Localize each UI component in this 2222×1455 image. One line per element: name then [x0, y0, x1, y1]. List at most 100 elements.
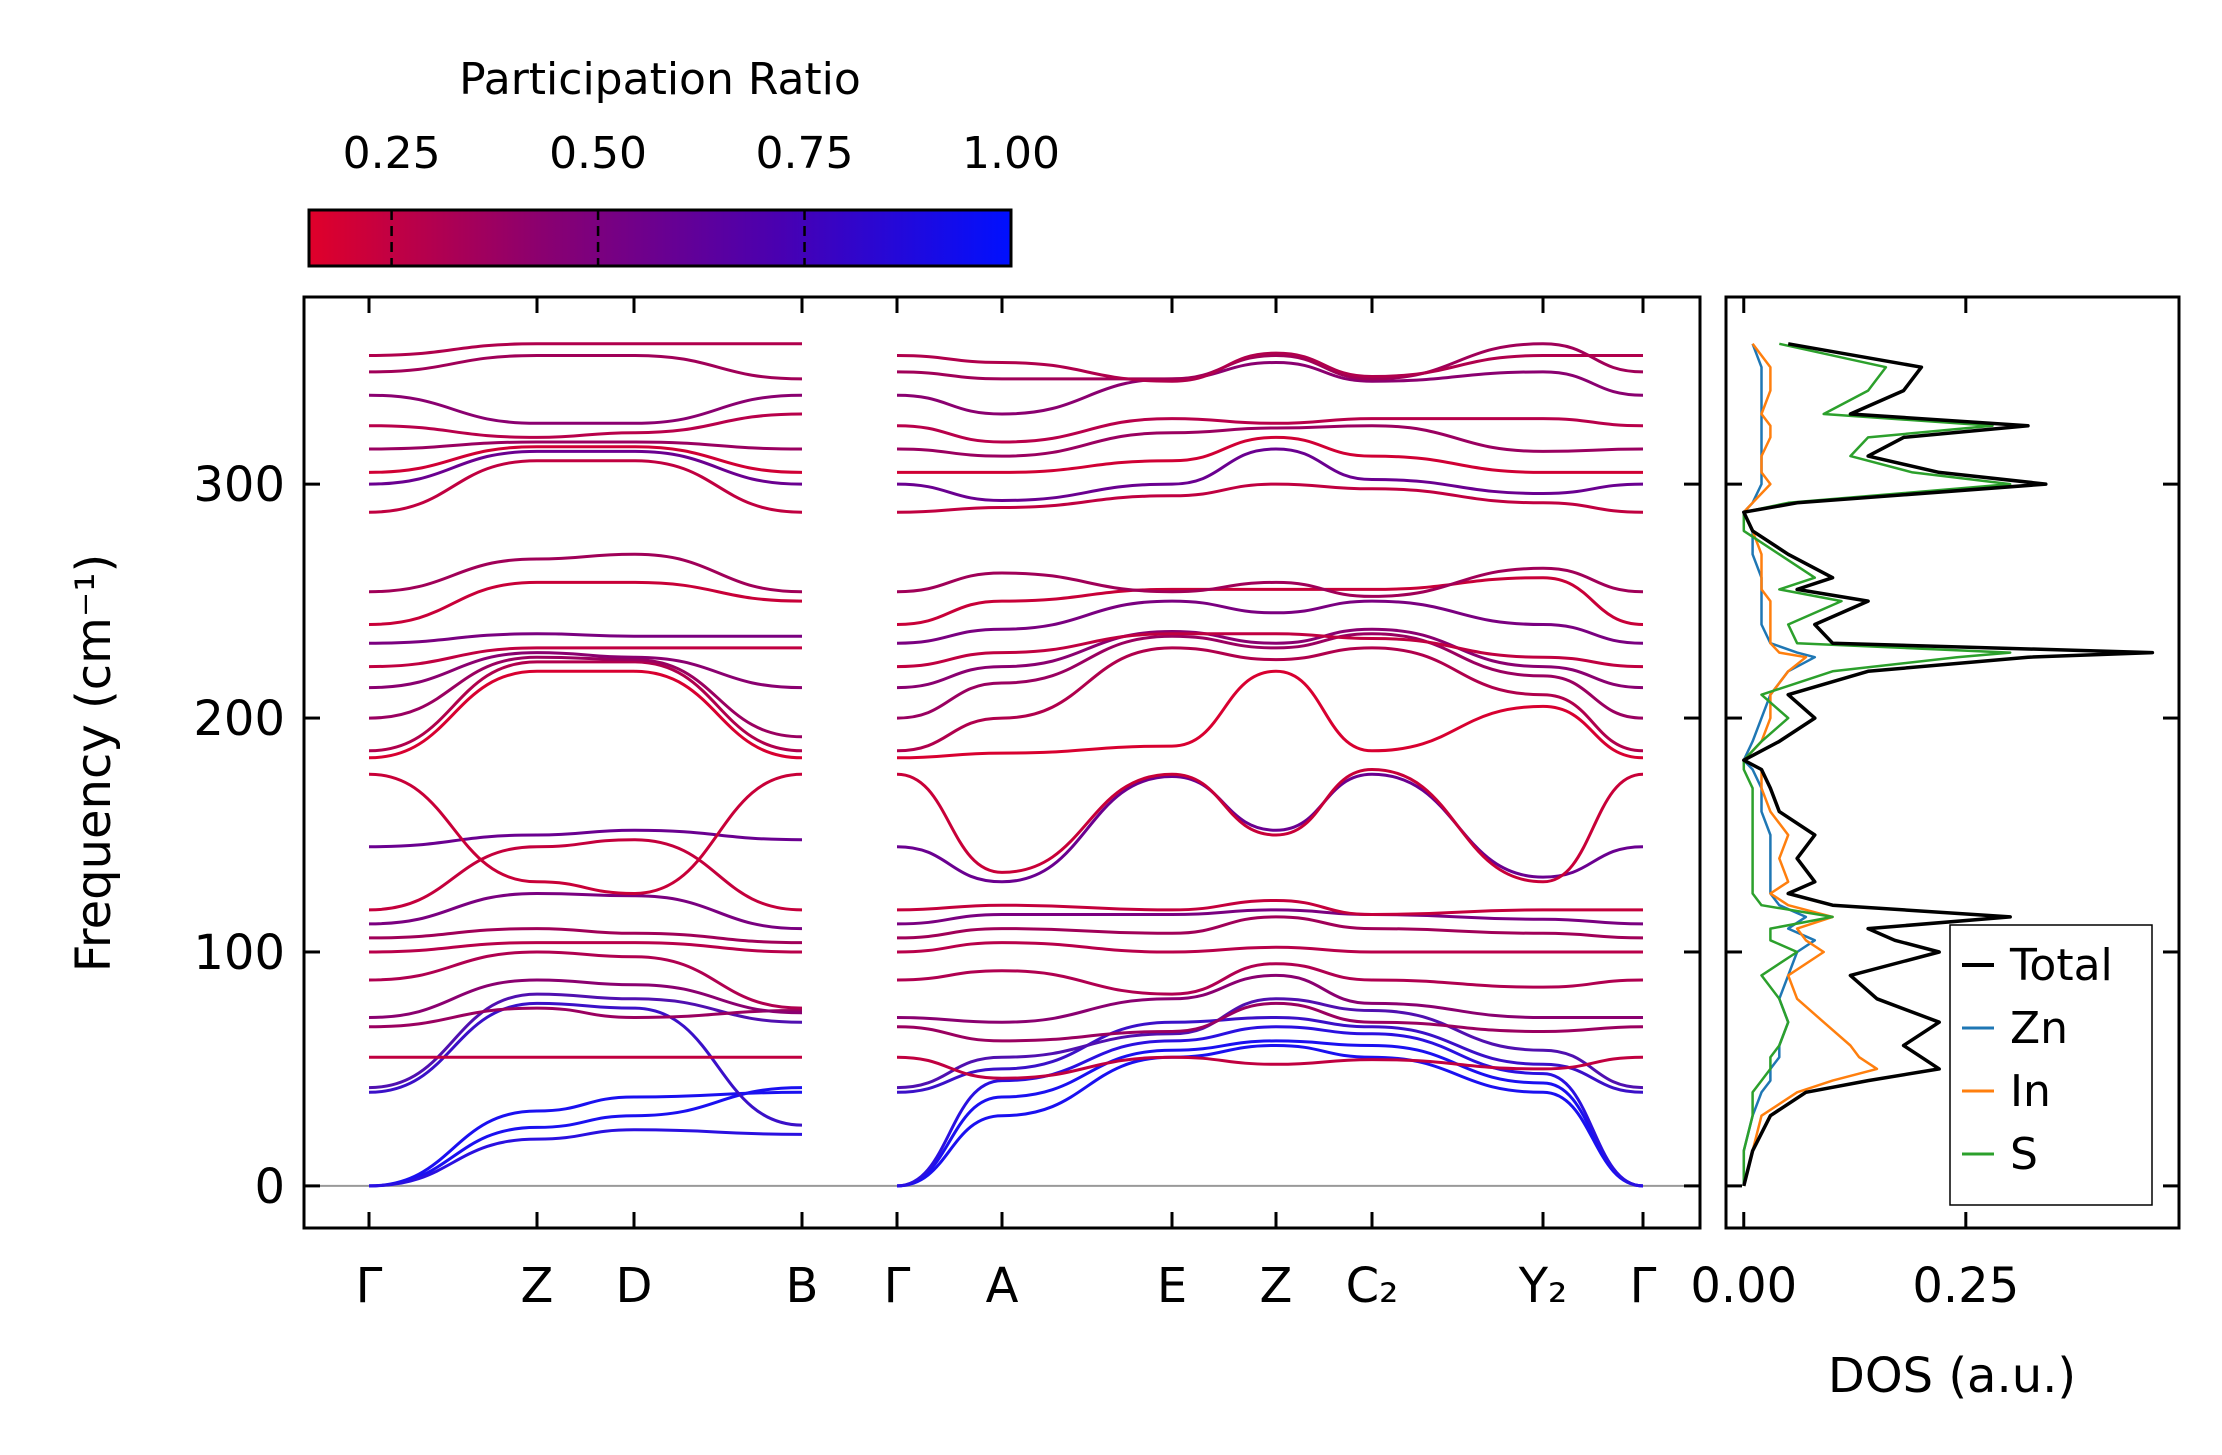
- colorbar-tick-label: 0.50: [549, 128, 647, 179]
- band-line: [368, 655, 803, 739]
- band-line: [896, 417, 1644, 444]
- band-y-axis: 0 100 200 300: [193, 457, 1700, 1215]
- band-line: [368, 580, 803, 626]
- dos-line-s: [1742, 342, 2012, 1186]
- band-line: [368, 459, 803, 514]
- band-x-tick-label: Γ: [356, 1258, 383, 1314]
- band-line: [368, 1001, 803, 1127]
- band-line: [368, 828, 803, 849]
- band-line: [896, 576, 1644, 626]
- dos-x-tick-label: 0.25: [1912, 1258, 2019, 1314]
- band-line: [368, 353, 803, 381]
- dos-lines: [1742, 342, 2155, 1187]
- band-line: [368, 978, 803, 1019]
- band-line: [896, 447, 1644, 503]
- band-line: [368, 1090, 803, 1188]
- band-structure-panel: 0 100 200 300 Γ Z D B Γ A E Z C₂ Y₂ Γ Frequency (cm⁻¹…: [66, 295, 1702, 1314]
- band-line: [896, 360, 1644, 416]
- colorbar: Participation Ratio 0.25 0.50 0.75 1.00: [307, 54, 1060, 268]
- band-line: [368, 445, 803, 474]
- dos-panel: 0.00 0.25 DOS (a.u.) Total Zn In S: [1690, 295, 2181, 1404]
- band-line: [368, 646, 802, 669]
- band-line: [896, 941, 1643, 954]
- band-y-tick-label: 0: [254, 1159, 285, 1215]
- band-line: [368, 927, 803, 945]
- dos-legend: Total Zn In S: [1949, 924, 2153, 1206]
- band-line: [368, 393, 803, 425]
- band-line: [368, 1006, 803, 1029]
- band-line: [896, 1015, 1644, 1094]
- band-line: [896, 632, 1644, 720]
- colorbar-bar: [307, 208, 1013, 268]
- band-line: [368, 891, 803, 931]
- band-x-tick-label: B: [786, 1258, 819, 1314]
- band-line: [896, 1025, 1644, 1188]
- band-line: [896, 351, 1643, 383]
- band-line: [896, 646, 1644, 753]
- band-y-tick-label: 300: [193, 457, 285, 513]
- dos-plot-frame: [1724, 295, 2181, 1230]
- band-line: [896, 1055, 1644, 1080]
- band-line: [896, 908, 1644, 926]
- band-line: [368, 440, 803, 451]
- band-line: [896, 898, 1644, 917]
- band-x-tick-label: Z: [1260, 1258, 1293, 1314]
- colorbar-ticks: [390, 210, 806, 266]
- dos-line-in: [1742, 343, 1879, 1187]
- band-x-axis: Γ Z D B Γ A E Z C₂ Y₂ Γ: [356, 297, 1657, 1314]
- band-line: [368, 632, 802, 645]
- band-x-tick-label: D: [616, 1258, 653, 1314]
- band-line: [368, 1128, 803, 1188]
- dos-x-axis: 0.00 0.25: [1690, 297, 2019, 1314]
- band-line: [896, 669, 1644, 760]
- band-line: [896, 424, 1644, 458]
- band-line: [897, 435, 1643, 474]
- band-line: [896, 997, 1644, 1090]
- band-line: [368, 838, 803, 912]
- band-line: [896, 915, 1644, 940]
- dos-x-axis-label: DOS (a.u.): [1828, 1348, 2076, 1404]
- colorbar-tick-label: 0.25: [343, 128, 441, 179]
- band-line: [896, 599, 1644, 645]
- legend-label-in: In: [2010, 1066, 2051, 1117]
- band-line: [896, 973, 1643, 1024]
- band-y-axis-label: Frequency (cm⁻¹): [66, 554, 122, 972]
- colorbar-label: Participation Ratio: [459, 54, 861, 105]
- band-line: [368, 669, 803, 760]
- band-line: [368, 772, 803, 896]
- legend-label-total: Total: [2009, 940, 2113, 991]
- band-line: [368, 941, 803, 954]
- band-line: [368, 950, 803, 1010]
- band-line: [896, 767, 1644, 884]
- band-x-tick-label: C₂: [1346, 1258, 1399, 1314]
- band-x-tick-label: Γ: [1630, 1258, 1657, 1314]
- band-line: [896, 342, 1644, 381]
- band-lines: [368, 342, 1644, 1188]
- band-line: [896, 772, 1644, 884]
- colorbar-tick-labels: 0.25 0.50 0.75 1.00: [343, 128, 1060, 179]
- legend-label-zn: Zn: [2010, 1003, 2068, 1054]
- band-line: [896, 1043, 1644, 1188]
- band-y-tick-label: 100: [193, 925, 285, 981]
- dos-line-total: [1742, 342, 2155, 1187]
- band-x-tick-label: A: [986, 1258, 1019, 1314]
- band-line: [896, 1001, 1644, 1043]
- band-y-tick-label: 200: [193, 691, 285, 747]
- band-line: [368, 992, 803, 1090]
- band-line: [368, 660, 803, 753]
- dos-y-axis: [1726, 482, 2179, 1188]
- legend-label-s: S: [2010, 1129, 2038, 1180]
- band-x-tick-label: E: [1157, 1258, 1187, 1314]
- colorbar-tick-label: 0.75: [756, 128, 854, 179]
- band-line: [368, 342, 802, 357]
- band-line: [896, 632, 1644, 669]
- band-x-tick-label: Y₂: [1518, 1258, 1568, 1314]
- band-line: [896, 962, 1644, 996]
- band-line: [896, 627, 1644, 690]
- colorbar-tick-label: 1.00: [962, 128, 1060, 179]
- dos-x-tick-label: 0.00: [1690, 1258, 1797, 1314]
- band-line: [368, 412, 803, 439]
- legend-frame: [1949, 924, 2153, 1206]
- band-line: [368, 552, 803, 594]
